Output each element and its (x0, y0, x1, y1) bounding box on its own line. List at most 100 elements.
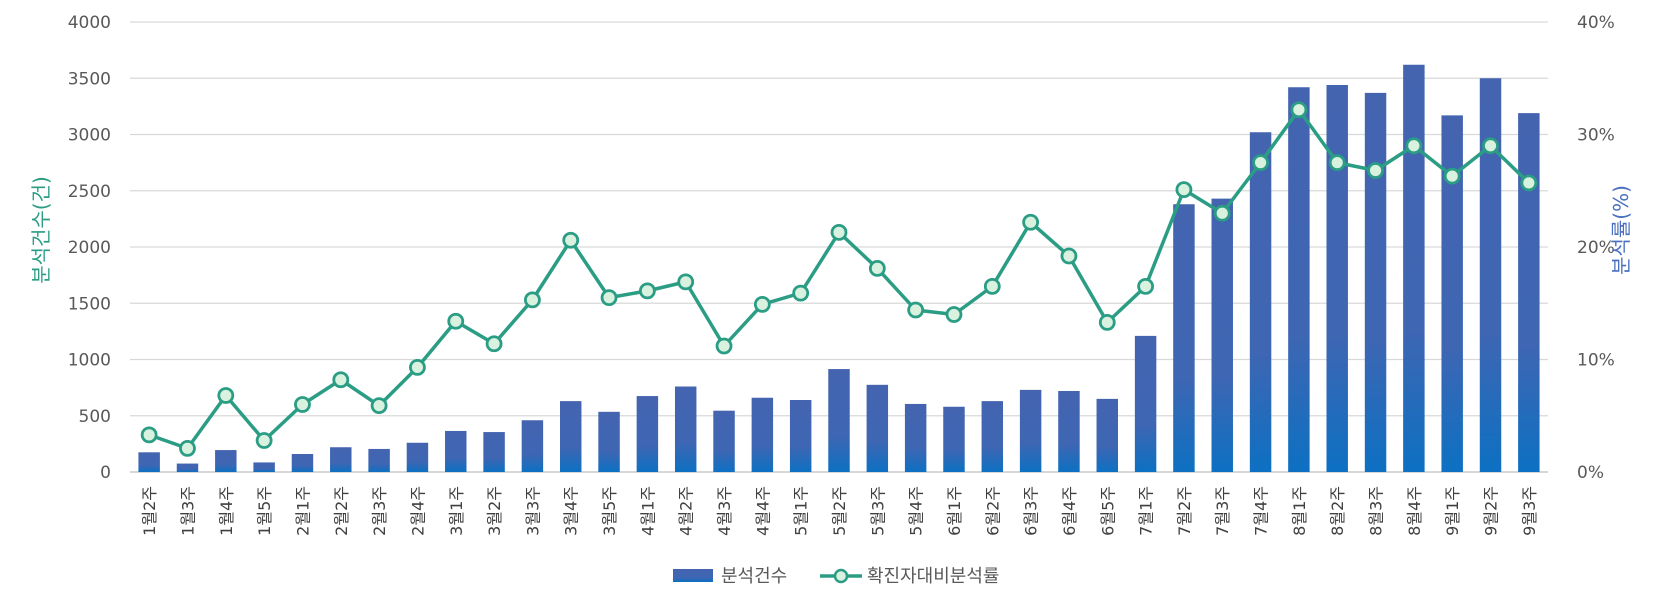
legend-bar-label: 분석건수 (721, 566, 787, 587)
line-point (1482, 137, 1499, 155)
category-label: 1월3주 (178, 486, 197, 536)
left-tick-label: 1500 (68, 294, 111, 314)
bar (483, 432, 505, 472)
bar (1364, 92, 1387, 472)
line-point (1367, 162, 1384, 179)
left-tick-label: 4000 (68, 13, 111, 33)
line-point (1022, 213, 1040, 231)
bar (215, 450, 237, 472)
category-label: 8월1주 (1290, 486, 1309, 536)
line-point (1060, 247, 1078, 265)
category-label: 3월3주 (523, 486, 542, 536)
right-tick-label: 10% (1577, 351, 1615, 371)
category-label: 9월3주 (1520, 486, 1539, 536)
line-point (715, 337, 733, 355)
line-point (294, 396, 311, 413)
category-label: 6월4주 (1060, 486, 1079, 536)
line-point (562, 231, 580, 249)
category-label: 5월2주 (830, 486, 849, 536)
category-label: 3월1주 (447, 486, 466, 536)
bar (1173, 204, 1195, 472)
bar (138, 452, 160, 472)
right-tick-label: 30% (1577, 126, 1615, 146)
category-label: 5월3주 (868, 486, 887, 536)
bar (1019, 389, 1042, 472)
category-label: 7월2주 (1175, 486, 1194, 536)
left-tick-label: 0 (100, 463, 111, 483)
category-labels: 1월2주 1월3주 1월4주 1월5주 2월1주 2월2주 2월3주 2월4주 3월1주 3월2주… (140, 486, 1539, 536)
category-label: 4월3주 (715, 486, 734, 536)
line-point (1137, 277, 1154, 295)
left-tick-label: 3000 (68, 126, 111, 146)
bar (1326, 85, 1348, 472)
bar (1403, 64, 1425, 472)
category-label: 6월2주 (983, 486, 1002, 536)
bar (1441, 115, 1463, 472)
line-point (907, 301, 925, 319)
line-point (868, 259, 886, 277)
left-axis-ticks: 0 500 1000 1500 2000 2500 3000 3500 4000 (68, 13, 111, 483)
bar (674, 386, 697, 472)
line-point (1252, 154, 1269, 172)
line-point (753, 295, 771, 313)
line-point (1175, 181, 1193, 199)
line-series (140, 101, 1538, 457)
category-label: 2월4주 (408, 486, 427, 536)
category-label: 7월1주 (1137, 486, 1156, 536)
line-point (1290, 101, 1308, 119)
right-axis-ticks: 0% 10% 20% 30% 40% (1577, 13, 1615, 483)
line-point (1213, 204, 1231, 222)
line-point (830, 223, 848, 241)
category-label: 1월5주 (255, 486, 274, 536)
line-point (332, 371, 350, 389)
category-label: 9월2주 (1482, 486, 1501, 536)
right-tick-label: 40% (1577, 13, 1615, 33)
line-point (600, 289, 618, 307)
legend-line-label: 확진자대비분석률 (867, 566, 999, 587)
bar (866, 384, 889, 472)
category-label: 5월1주 (792, 486, 811, 536)
line-point (217, 387, 235, 404)
bar (1288, 87, 1310, 472)
category-label: 7월4주 (1252, 486, 1271, 536)
bar (445, 430, 467, 472)
bar-series (138, 64, 1540, 472)
category-label: 1월4주 (217, 486, 236, 536)
bar (330, 447, 352, 472)
line-point (1098, 313, 1116, 331)
line-point (1520, 174, 1538, 192)
line-point (792, 284, 810, 302)
category-label: 4월1주 (638, 486, 657, 536)
line-point (524, 291, 541, 309)
bar (521, 420, 544, 472)
bar (1211, 198, 1233, 472)
bar (176, 463, 199, 472)
line-point (447, 312, 465, 330)
legend: 분석건수 확진자대비분석률 (673, 566, 999, 587)
bar (368, 448, 390, 472)
right-tick-label: 0% (1577, 463, 1604, 483)
left-tick-label: 500 (79, 407, 111, 427)
line-point (409, 358, 426, 376)
bar (789, 400, 812, 472)
category-label: 2월2주 (332, 486, 351, 536)
left-tick-label: 3500 (68, 69, 111, 89)
category-label: 8월2주 (1328, 486, 1347, 536)
left-axis-title: 분석건수(건) (29, 176, 53, 284)
category-label: 4월2주 (677, 486, 696, 536)
line-point (945, 306, 963, 323)
line-point (179, 439, 196, 457)
bar (253, 462, 275, 472)
bar (598, 411, 620, 472)
bar (828, 369, 850, 472)
bar (981, 401, 1004, 472)
bar (1134, 335, 1157, 472)
line-point (1443, 167, 1461, 185)
bar (1096, 398, 1119, 472)
line-point (1328, 154, 1346, 172)
right-tick-label: 20% (1577, 238, 1615, 258)
category-label: 2월3주 (370, 486, 389, 536)
line-point (677, 273, 695, 291)
